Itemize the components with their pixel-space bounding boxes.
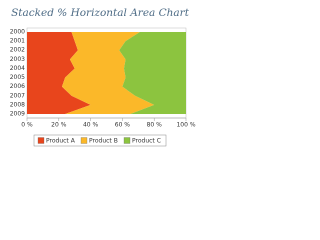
legend: Product A Product B Product C [33,134,167,147]
y-tick-label: 2007 [10,92,25,99]
x-tick-label: 80 % [147,122,163,129]
legend-swatch [37,137,45,144]
x-tick-label: 40 % [83,122,99,129]
page: {"chart_data": {"type": "stacked-percent… [0,0,200,150]
x-tick-label: 60 % [115,122,131,129]
legend-label: Product C [132,138,161,145]
chart-title: Stacked % Horizontal Area Chart [11,7,190,19]
legend-label: Product B [89,138,118,145]
legend-box [33,134,167,147]
area [27,32,91,114]
x-tick-label: 100 % [176,122,195,129]
legend-label: Product A [46,138,76,145]
legend-swatch [80,137,88,144]
area [119,32,186,114]
y-tick-label: 2003 [10,56,25,63]
y-tick-label: 2005 [10,74,25,81]
y-tick-label: 2006 [10,83,25,90]
legend-swatch [123,137,131,144]
y-tick-label: 2001 [10,38,25,45]
x-tick-label: 20 % [51,122,67,129]
y-tick-label: 2008 [10,101,25,108]
x-tick-label: 0 % [21,122,33,129]
y-tick-label: 2000 [10,29,25,36]
y-tick-label: 2002 [10,47,25,54]
chart: Stacked % Horizontal Area Chart 2000 2001… [10,7,196,147]
area [61,32,155,114]
y-tick-label: 2004 [10,65,25,72]
y-tick-label: 2009 [10,111,25,118]
